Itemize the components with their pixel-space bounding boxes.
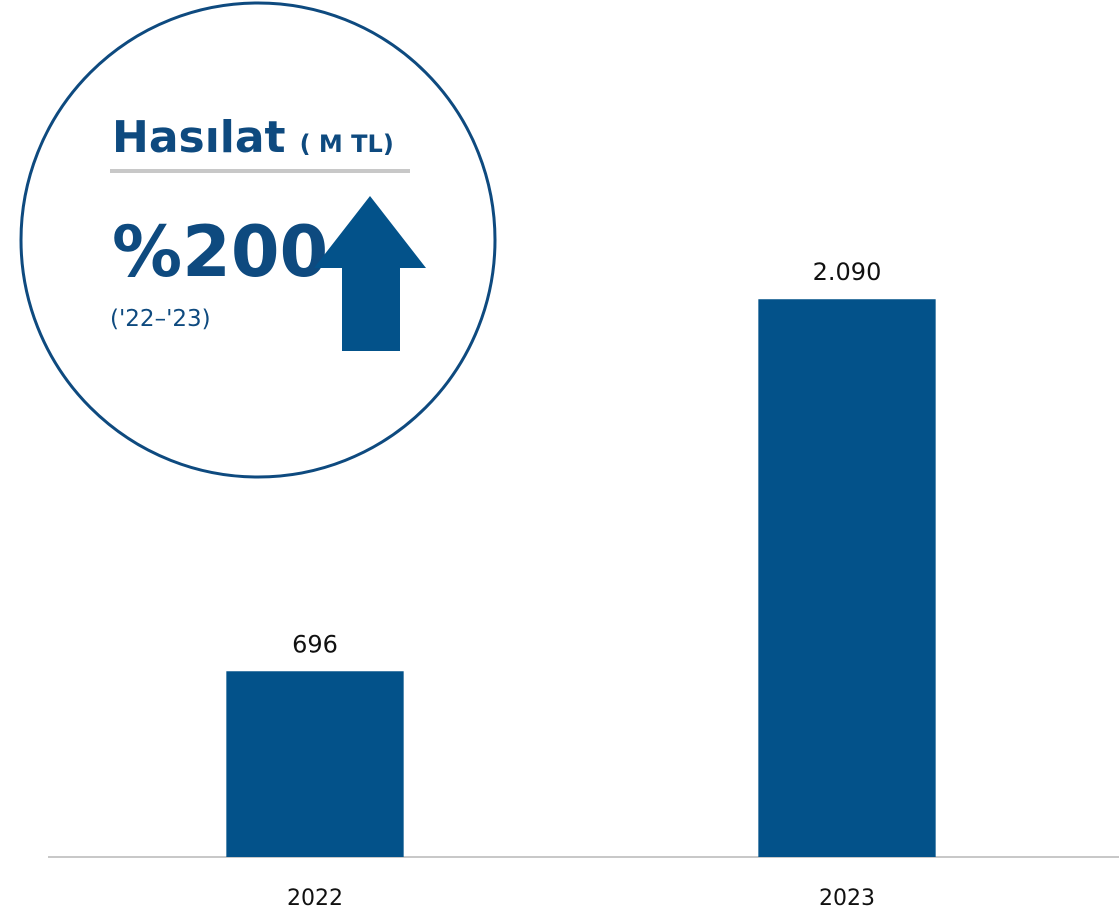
- x-tick-label: 2022: [287, 886, 343, 911]
- chart-title: Hasılat ( M TL): [112, 112, 394, 163]
- x-tick-label: 2023: [819, 886, 875, 911]
- up-arrow: [314, 196, 426, 351]
- callout-circle: [19, 1, 497, 479]
- title-text: Hasılat: [112, 112, 286, 163]
- growth-value: %200: [112, 211, 328, 293]
- bar: [226, 671, 404, 857]
- unit-text: ( M TL): [300, 130, 394, 158]
- data-label: 2.090: [813, 258, 882, 286]
- period-label: ('22–'23): [110, 306, 211, 332]
- data-label: 696: [292, 630, 338, 658]
- bar: [758, 299, 936, 857]
